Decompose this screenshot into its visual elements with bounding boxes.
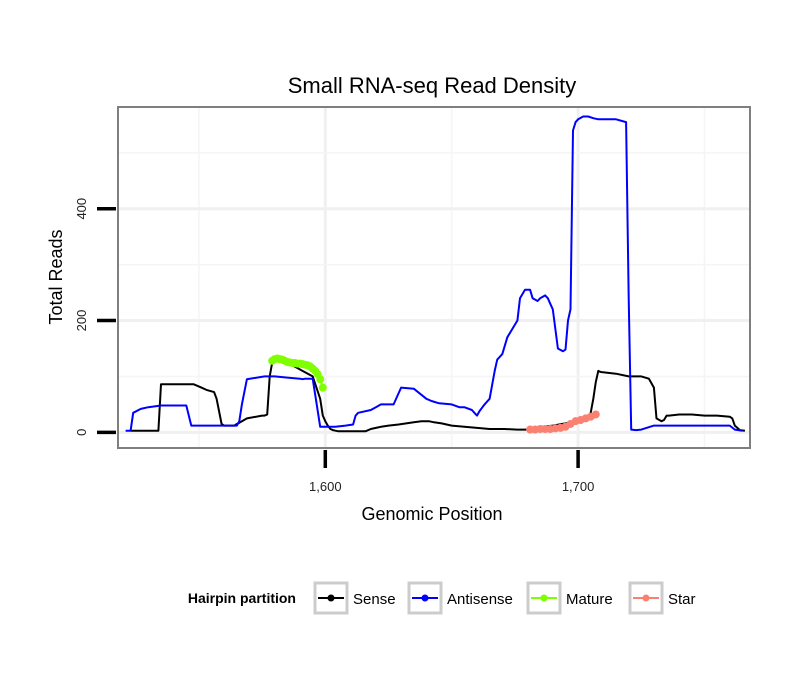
legend-label-star: Star <box>668 591 696 608</box>
x-axis: 1,600 1,700 <box>309 450 594 494</box>
data-point-mature <box>316 375 325 384</box>
grid-lines <box>118 107 750 448</box>
legend-dot-star <box>642 594 650 602</box>
x-tick-label: 1,600 <box>309 479 342 494</box>
data-point-star <box>591 410 600 419</box>
series-layer <box>125 115 746 434</box>
plot-border <box>117 106 751 449</box>
x-tick-label: 1,700 <box>562 479 595 494</box>
legend-label-mature: Mature <box>566 591 613 608</box>
plot-background <box>118 107 750 448</box>
series-line-sense <box>130 358 746 433</box>
legend-dot-mature <box>540 594 548 602</box>
y-tick-label: 200 <box>74 310 89 332</box>
y-axis-title: Total Reads <box>46 229 66 324</box>
data-point-mature <box>318 383 327 392</box>
y-tick-label: 400 <box>74 198 89 220</box>
legend-dot-sense <box>327 594 335 602</box>
legend-title: Hairpin partition <box>188 590 296 606</box>
legend-label-sense: Sense <box>353 591 396 608</box>
series-line-antisense <box>125 115 743 432</box>
y-tick-label: 0 <box>74 429 89 436</box>
legend-label-antisense: Antisense <box>447 591 513 608</box>
plot-panel <box>117 106 751 449</box>
y-axis: 0 200 400 <box>74 198 116 436</box>
legend: Hairpin partition Sense Antisense Mature St… <box>188 581 696 615</box>
legend-dot-antisense <box>421 594 429 602</box>
chart-title: Small RNA-seq Read Density <box>288 73 577 98</box>
x-axis-title: Genomic Position <box>361 504 502 524</box>
